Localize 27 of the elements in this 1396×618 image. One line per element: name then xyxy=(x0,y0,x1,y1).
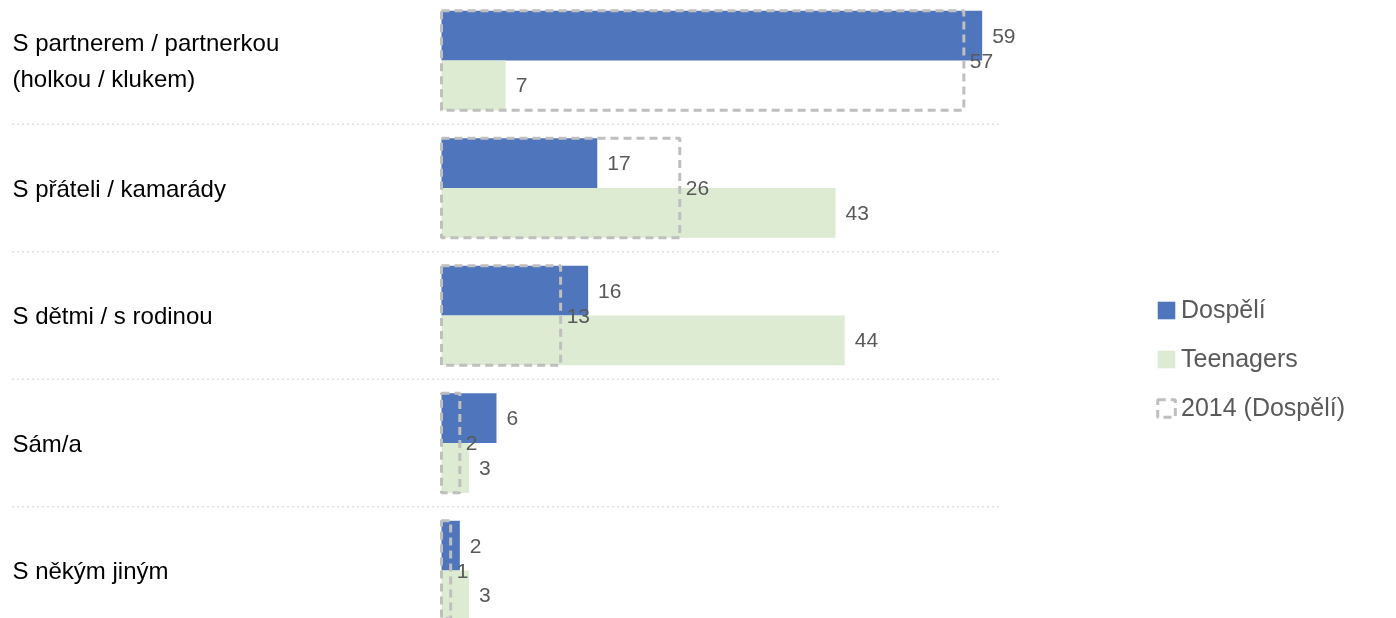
legend-label: Teenagers xyxy=(1181,344,1298,373)
legend-label: Dospělí xyxy=(1181,295,1266,324)
data-label: 59 xyxy=(992,23,1016,47)
bar xyxy=(440,9,966,112)
data-label: 57 xyxy=(969,48,994,72)
data-label: 7 xyxy=(515,73,528,97)
bar xyxy=(440,264,563,367)
data-label: 44 xyxy=(854,328,879,352)
bar xyxy=(440,136,682,240)
data-label: 26 xyxy=(685,176,710,199)
bar xyxy=(441,60,506,111)
y-tick-label: Sám/a xyxy=(12,429,83,457)
y-tick-label: S dětmi / s rodinou xyxy=(12,302,213,329)
data-label: 2 xyxy=(469,533,482,557)
data-label: 1 xyxy=(456,558,469,582)
y-tick-label: S někým jiným xyxy=(12,557,169,584)
y-tick-label: S partnerem / partnerkou (holkou / klukem) xyxy=(12,28,280,93)
data-label: 16 xyxy=(598,278,622,302)
bar xyxy=(440,391,462,495)
data-label: 3 xyxy=(478,583,491,607)
y-tick-label: S přáteli / kamarády xyxy=(12,174,226,202)
legend-label: 2014 (Dospělí) xyxy=(1181,393,1345,422)
data-label: 3 xyxy=(478,455,491,479)
bar xyxy=(441,138,598,188)
data-label: 17 xyxy=(607,151,631,175)
data-label: 6 xyxy=(506,406,519,430)
data-label: 43 xyxy=(845,200,869,224)
